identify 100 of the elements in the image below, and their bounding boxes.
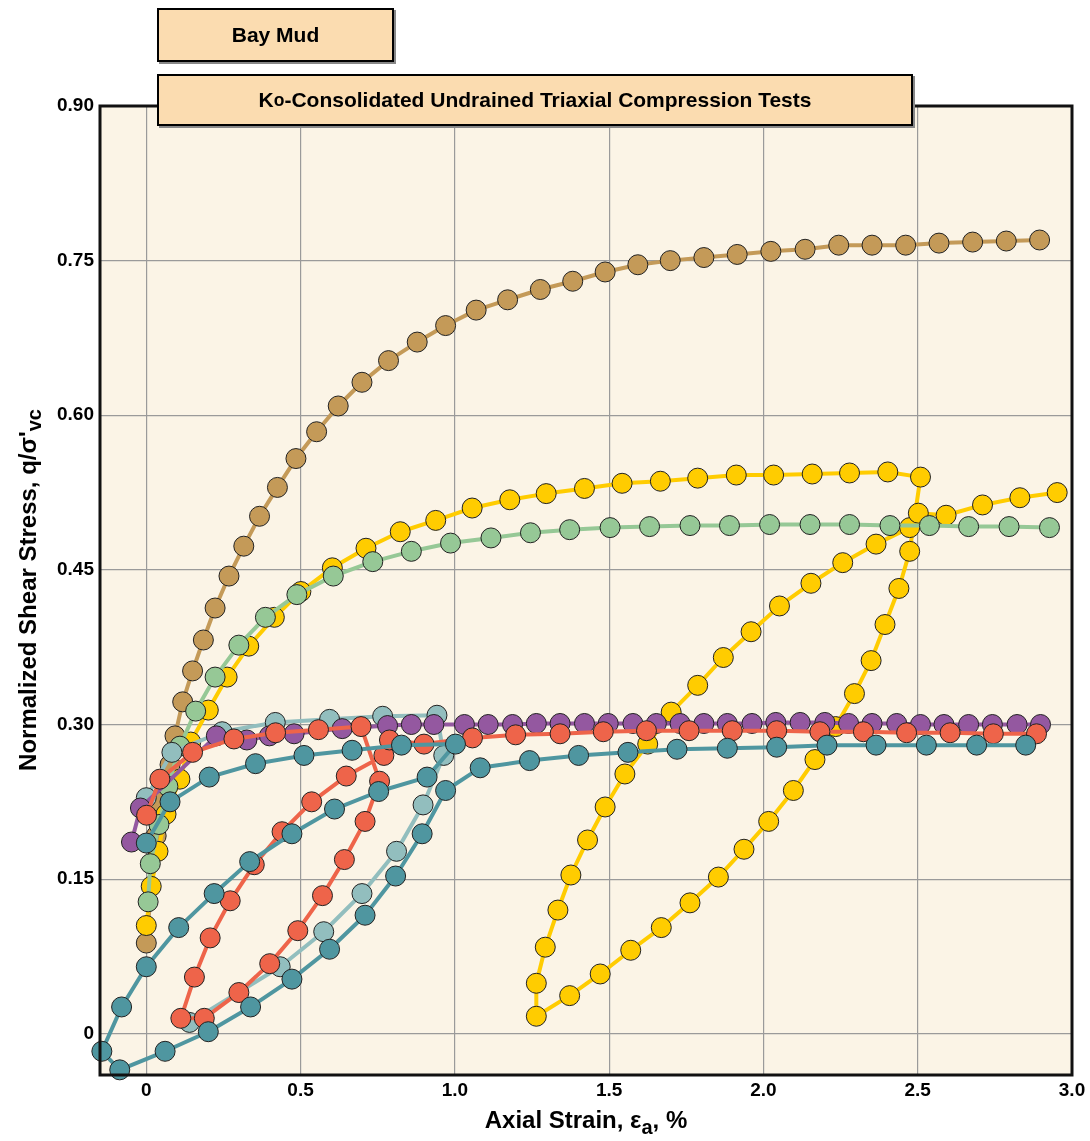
point (423, 714, 445, 736)
point (995, 230, 1017, 252)
point (351, 371, 373, 393)
point (435, 779, 457, 801)
point (766, 736, 788, 758)
point (228, 982, 250, 1004)
point (659, 250, 681, 272)
point (170, 1007, 192, 1029)
point (111, 996, 133, 1018)
point (839, 514, 861, 536)
point (477, 714, 499, 736)
point (185, 700, 207, 722)
point (265, 722, 287, 744)
point (469, 757, 491, 779)
point (139, 853, 161, 875)
point (390, 734, 412, 756)
x-tick-label: 2.0 (750, 1078, 777, 1100)
point (168, 917, 190, 939)
x-axis-title: Axial Strain, ε$_{a}$, % (484, 1106, 688, 1139)
point (1015, 734, 1037, 756)
point (440, 532, 462, 554)
point (529, 278, 551, 300)
point (639, 516, 661, 538)
point (368, 781, 390, 803)
point (204, 666, 226, 688)
point (879, 515, 901, 537)
point (505, 724, 527, 746)
point (412, 794, 434, 816)
point (293, 744, 315, 766)
point (635, 720, 657, 742)
y-tick-label: 0.30 (57, 712, 94, 734)
point (306, 421, 328, 443)
point (154, 1040, 176, 1062)
point (333, 849, 355, 871)
point (182, 660, 204, 682)
point (281, 968, 303, 990)
point (1029, 229, 1051, 251)
point (416, 766, 438, 788)
point (617, 741, 639, 763)
point (228, 634, 250, 656)
point (594, 261, 616, 283)
point (562, 270, 584, 292)
point (351, 883, 373, 905)
point (197, 1021, 219, 1043)
point (266, 476, 288, 498)
point (519, 750, 541, 772)
point (718, 515, 740, 537)
point (281, 823, 303, 845)
point (286, 584, 308, 606)
y-tick-label: 0.45 (57, 558, 95, 580)
point (549, 723, 571, 745)
point (198, 766, 220, 788)
point (254, 606, 276, 628)
point (998, 516, 1020, 538)
point (828, 234, 850, 256)
point (350, 716, 372, 738)
point (223, 728, 245, 750)
point (313, 921, 335, 943)
point (816, 734, 838, 756)
point (137, 891, 159, 913)
point (259, 953, 281, 975)
point (525, 712, 547, 734)
point (693, 247, 715, 269)
point (982, 723, 1004, 745)
point (183, 966, 205, 988)
point (519, 522, 541, 544)
point (307, 719, 329, 741)
point (865, 734, 887, 756)
point (324, 798, 346, 820)
point (435, 315, 457, 337)
point (962, 231, 984, 253)
label-box: Bay Mud (157, 8, 394, 62)
point (301, 791, 323, 813)
x-tick-label: 2.5 (904, 1078, 932, 1100)
y-tick-label: 0.75 (57, 248, 95, 270)
x-tick-label: 1.5 (595, 1078, 623, 1100)
point (362, 551, 384, 573)
point (219, 890, 241, 912)
point (958, 516, 980, 538)
point (599, 517, 621, 539)
point (182, 741, 204, 763)
point (679, 515, 701, 537)
point (406, 331, 428, 353)
point (573, 712, 595, 734)
point (136, 804, 158, 826)
point (249, 505, 271, 527)
point (354, 810, 376, 832)
y-tick-label: 0.60 (57, 403, 94, 425)
point (928, 232, 950, 254)
point (322, 565, 344, 587)
point (759, 514, 781, 536)
point (400, 714, 422, 736)
point (285, 448, 307, 470)
point (135, 956, 157, 978)
point (666, 738, 688, 760)
point (461, 727, 483, 749)
point (135, 932, 157, 954)
point (760, 240, 782, 262)
y-tick-label: 0.15 (57, 867, 95, 889)
point (335, 765, 357, 787)
